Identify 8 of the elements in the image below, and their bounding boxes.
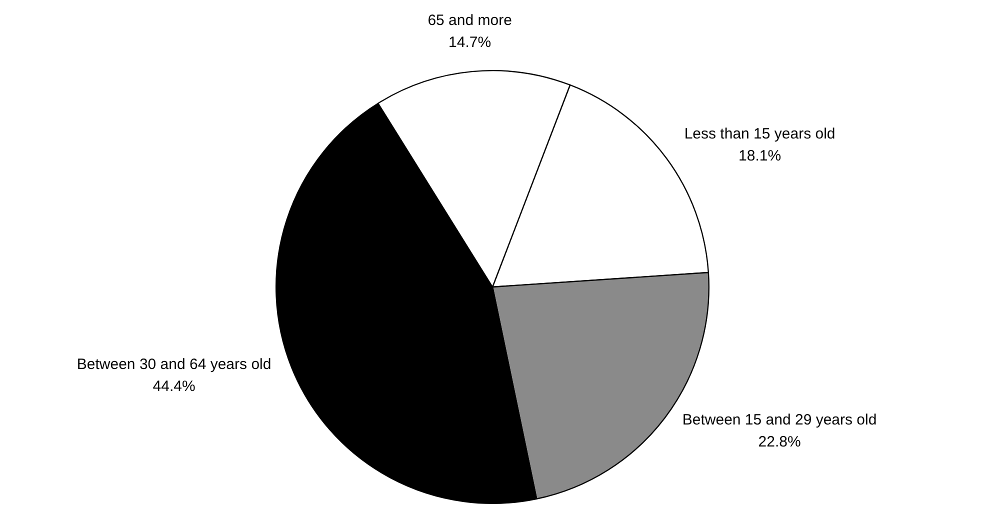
data-label: 14.7% xyxy=(448,34,492,51)
data-label: 22.8% xyxy=(758,433,801,450)
data-label: 18.1% xyxy=(738,148,782,165)
slice-label: Between 30 and 64 years old xyxy=(76,356,272,373)
slice-label: Less than 15 years old xyxy=(684,126,836,143)
data-label: 44.4% xyxy=(152,378,196,395)
slice-label: 65 and more xyxy=(428,12,512,29)
slice-label: Between 15 and 29 years old xyxy=(682,411,877,428)
